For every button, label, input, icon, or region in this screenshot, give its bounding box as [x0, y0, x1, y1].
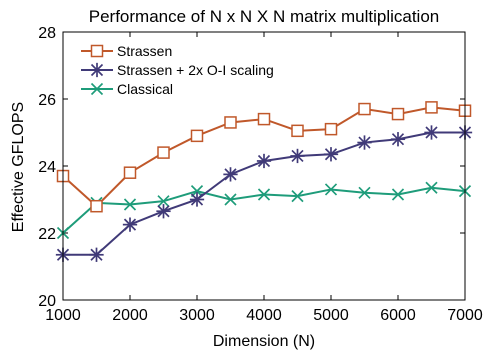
data-point-series-1 — [156, 204, 171, 219]
data-point-series-2 — [425, 181, 438, 194]
data-point-series-1 — [323, 147, 339, 162]
data-point-series-1 — [223, 167, 238, 182]
data-point-series-0 — [123, 166, 137, 179]
data-point-series-0 — [190, 129, 204, 143]
data-point-series-2 — [291, 190, 304, 203]
legend-label-2: Classical — [117, 81, 173, 97]
legend-label-0: Strassen — [117, 43, 172, 59]
data-point-series-0 — [224, 116, 237, 129]
data-point-series-1 — [357, 135, 372, 150]
y-tick-label: 20 — [38, 293, 56, 310]
x-tick-label: 5000 — [313, 307, 349, 324]
y-tick-label: 24 — [38, 159, 56, 176]
x-tick-label: 4000 — [246, 307, 282, 324]
data-point-series-0 — [425, 101, 438, 114]
data-point-series-1 — [189, 192, 205, 207]
y-tick-label: 26 — [38, 92, 56, 109]
x-axis-label: Dimension (N) — [213, 333, 315, 350]
legend: Strassen Strassen + 2x O-I scaling Classic… — [81, 43, 274, 97]
data-point-series-1 — [122, 217, 138, 232]
data-point-series-0 — [257, 112, 271, 126]
data-point-series-2 — [123, 198, 137, 211]
y-tick-label: 22 — [38, 226, 56, 243]
plot-frame — [62, 31, 466, 301]
x-tick-label: 1000 — [45, 307, 81, 324]
x-tick-label: 6000 — [380, 307, 416, 324]
data-point-series-1 — [390, 132, 406, 147]
x-tick-label: 2000 — [112, 307, 148, 324]
data-point-series-0 — [358, 102, 371, 116]
data-point-series-2 — [157, 195, 170, 208]
data-point-series-0 — [157, 146, 170, 159]
legend-marker-0 — [90, 44, 104, 58]
data-point-series-2 — [324, 183, 338, 196]
data-point-series-1 — [256, 153, 272, 169]
x-tick-label: 7000 — [447, 307, 483, 324]
data-point-series-0 — [324, 122, 338, 136]
x-tick-label: 3000 — [179, 307, 215, 324]
data-point-series-1 — [89, 247, 104, 262]
data-point-series-0 — [391, 107, 405, 121]
plot-area: 1000 2000 3000 4000 5000 6000 7000 20 22 24 26 28 — [38, 25, 483, 324]
y-axis-label: Effective GFLOPS — [10, 102, 27, 232]
y-tick-label: 28 — [38, 25, 56, 42]
chart-title: Performance of N x N X N matrix multipli… — [89, 7, 440, 26]
data-point-series-1 — [290, 148, 305, 164]
legend-marker-2 — [90, 82, 104, 96]
data-point-series-2 — [257, 188, 271, 201]
data-point-series-0 — [291, 124, 304, 138]
legend-label-1: Strassen + 2x O-I scaling — [117, 62, 274, 78]
legend-marker-1 — [89, 62, 105, 78]
data-point-series-0 — [90, 199, 103, 213]
data-point-series-1 — [424, 125, 439, 140]
data-point-series-2 — [358, 186, 371, 199]
data-point-series-2 — [224, 193, 237, 206]
data-point-series-2 — [391, 188, 405, 201]
